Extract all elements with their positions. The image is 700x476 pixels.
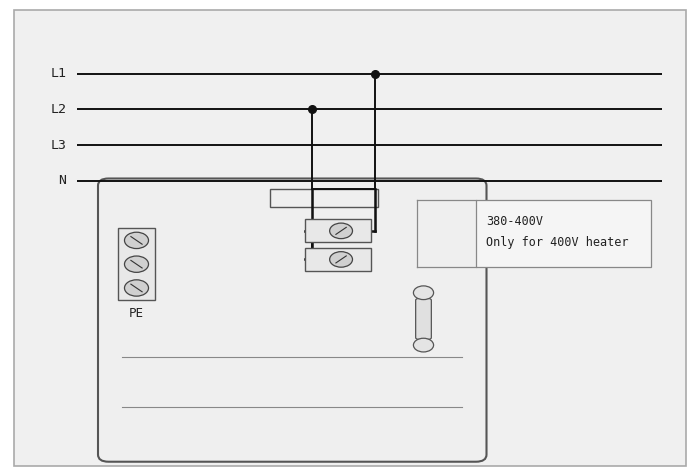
- Circle shape: [125, 256, 148, 272]
- Text: L2: L2: [50, 103, 66, 116]
- Text: Only for 400V heater: Only for 400V heater: [486, 236, 629, 249]
- Text: 380-400V: 380-400V: [486, 215, 543, 228]
- Text: N: N: [59, 174, 66, 188]
- Circle shape: [414, 338, 433, 352]
- Bar: [304, 248, 371, 271]
- Circle shape: [414, 286, 433, 299]
- Text: PE: PE: [129, 307, 144, 320]
- Bar: [270, 189, 378, 207]
- Bar: [476, 200, 651, 267]
- Circle shape: [330, 252, 353, 267]
- Text: L1: L1: [50, 67, 66, 80]
- FancyBboxPatch shape: [416, 298, 431, 339]
- Circle shape: [125, 280, 148, 296]
- Circle shape: [330, 223, 353, 238]
- FancyBboxPatch shape: [98, 178, 486, 462]
- Circle shape: [125, 232, 148, 248]
- Bar: [118, 228, 155, 300]
- Text: L3: L3: [50, 139, 66, 152]
- FancyBboxPatch shape: [14, 10, 686, 466]
- Bar: [304, 219, 371, 242]
